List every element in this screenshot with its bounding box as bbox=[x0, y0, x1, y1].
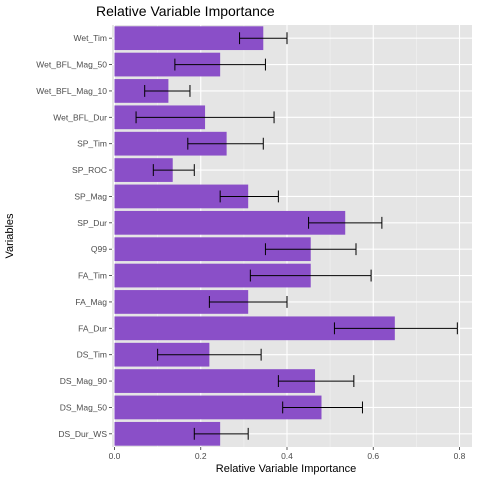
y-tick-label: Wet_BFL_Mag_10 bbox=[36, 86, 107, 96]
y-tick-labels: Wet_Tim Wet_BFL_Mag_50 Wet_BFL_Mag_10 Wet_B… bbox=[36, 33, 112, 439]
y-tick-label: FA_Mag bbox=[75, 297, 107, 307]
y-tick-label: SP_ROC bbox=[72, 165, 107, 175]
y-tick-label: SP_Dur bbox=[77, 218, 107, 228]
y-tick-label: DS_Mag_50 bbox=[60, 402, 108, 412]
x-tick-label: 0.8 bbox=[454, 451, 466, 461]
y-tick-label: FA_Tim bbox=[78, 271, 107, 281]
y-tick-label: Wet_Tim bbox=[73, 33, 107, 43]
y-tick-label: DS_Mag_90 bbox=[60, 376, 108, 386]
x-tick-label: 0.0 bbox=[109, 451, 121, 461]
y-tick-label: Wet_BFL_Mag_50 bbox=[36, 60, 107, 70]
y-axis-title: Variables bbox=[4, 213, 16, 259]
x-tick-label: 0.2 bbox=[195, 451, 207, 461]
x-tick-label: 0.4 bbox=[281, 451, 293, 461]
x-tick-label: 0.6 bbox=[367, 451, 379, 461]
y-tick-label: DS_Dur_WS bbox=[58, 429, 107, 439]
y-tick-label: Q99 bbox=[91, 244, 107, 254]
y-tick-label: FA_Dur bbox=[78, 323, 107, 333]
y-tick-label: SP_Mag bbox=[74, 191, 107, 201]
x-tick-labels: 0.0 0.2 0.4 0.6 0.8 bbox=[109, 447, 466, 461]
y-tick-label: SP_Tim bbox=[77, 139, 107, 149]
y-tick-label: Wet_BFL_Dur bbox=[53, 112, 107, 122]
y-tick-label: DS_Tim bbox=[77, 350, 107, 360]
chart-title: Relative Variable Importance bbox=[96, 3, 275, 19]
x-axis-title: Relative Variable Importance bbox=[216, 463, 356, 475]
